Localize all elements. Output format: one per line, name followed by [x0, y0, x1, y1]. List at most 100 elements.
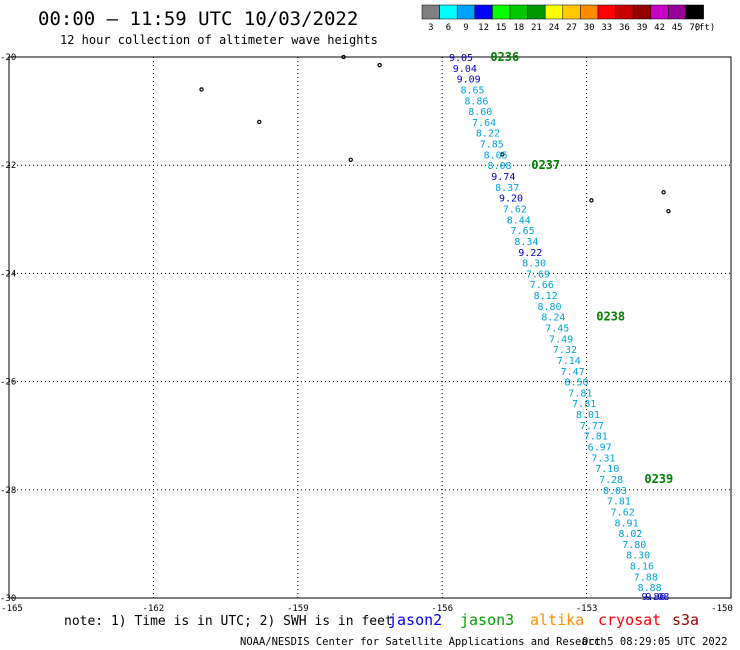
swh-value-label: 8.86 [464, 96, 488, 107]
pass-time-label: 0236 [490, 50, 519, 64]
swh-value-label: 9.09 [457, 75, 481, 86]
legend-swatch [685, 4, 704, 20]
map-gridlines [9, 57, 731, 598]
swh-value-label: 8.22 [476, 129, 500, 140]
legend-label: 42 [654, 23, 665, 33]
island-marker [377, 62, 382, 68]
island-marker [199, 87, 204, 92]
latitude-tick-label: -26 [0, 378, 16, 388]
swh-value-label: 7.80 [622, 540, 646, 551]
swh-value-label: 8.03 [603, 486, 627, 497]
satellite-legend-item: jason3 [460, 611, 514, 629]
swh-value-label: 7.65 [511, 226, 535, 237]
latitude-tick-label: -30 [0, 594, 16, 604]
longitude-tick-label: -162 [143, 604, 165, 614]
swh-value-label: 9.08 [645, 592, 669, 603]
swh-value-label: 8.08 [487, 161, 511, 172]
longitude-tick-label: -153 [576, 604, 598, 614]
legend-label: 30 [584, 23, 595, 33]
swh-value-label: 9.05 [449, 53, 473, 64]
swh-value-label: 8.30 [626, 551, 650, 562]
island-marker [341, 54, 346, 60]
legend-swatch [615, 4, 634, 20]
longitude-tick-label: -165 [1, 604, 23, 614]
legend-swatch [492, 4, 511, 20]
longitude-tick-label: -156 [431, 604, 453, 614]
figure-title: 00:00 – 11:59 UTC 10/03/2022 [38, 8, 358, 30]
swh-value-label: 7.62 [503, 204, 527, 215]
legend-label: 3 [428, 23, 433, 33]
legend-label: 36 [619, 23, 630, 33]
swh-value-label: 6.97 [588, 443, 612, 454]
legend-swatch [597, 4, 616, 20]
satellite-legend-item: cryosat [598, 611, 661, 629]
legend-label: 6 [446, 23, 451, 33]
swh-value-label: 8.44 [507, 215, 531, 226]
satellite-legend-item: jason2 [388, 611, 442, 629]
swh-value-label: 7.81 [607, 497, 631, 508]
legend-swatch [580, 4, 599, 20]
legend-label: 9 [463, 23, 468, 33]
swh-value-label: 7.81 [584, 432, 608, 443]
swh-value-label: 8.01 [576, 410, 600, 421]
footer-credit: NOAA/NESDIS Center for Satellite Applica… [240, 636, 607, 648]
swh-value-label: 8.05 [484, 150, 508, 161]
swh-value-label: 7.85 [480, 140, 504, 151]
swh-value-label: 8.80 [538, 302, 562, 313]
footer-note: note: 1) Time is in UTC; 2) SWH is in fe… [64, 614, 393, 629]
swh-value-label: 7.62 [611, 507, 635, 518]
satellite-legend-item: s3a [672, 611, 699, 629]
legend-label: 15 [496, 23, 507, 33]
swh-value-label: 8.50 [564, 378, 588, 389]
swh-value-label: 8.34 [514, 237, 538, 248]
swh-value-label: 8.65 [460, 85, 484, 96]
legend-swatch [421, 4, 440, 20]
legend-swatch [456, 4, 476, 20]
island-marker [257, 119, 262, 125]
swh-value-label: 7.77 [580, 421, 604, 432]
color-legend: 3 6 9 12 15 18 21 24 27 30 33 36 39 42 45 70(ft) [421, 4, 715, 33]
legend-swatch [474, 4, 493, 20]
swh-value-label: 8.24 [541, 313, 565, 324]
satellite-legend: jason2 jason3 altika cryosat s3a [388, 611, 699, 629]
legend-swatch [562, 4, 581, 20]
legend-swatch [650, 4, 669, 20]
pass-time-label: 0238 [596, 310, 625, 324]
legend-label: 27 [566, 23, 577, 33]
legend-swatch [668, 4, 687, 20]
swh-value-label: 8.60 [468, 107, 492, 118]
satellite-legend-item: altika [530, 611, 584, 629]
swh-value-label: 7.64 [472, 118, 496, 129]
legend-swatch [439, 4, 458, 20]
swh-value-label: 7.45 [545, 324, 569, 335]
pass-time-label: 0239 [644, 472, 673, 486]
islands-layer [199, 54, 671, 214]
swh-value-label: 7.66 [530, 280, 554, 291]
latitude-tick-label: -20 [0, 53, 16, 63]
swh-value-label: 8.30 [522, 259, 546, 270]
swh-value-label: 7.28 [599, 475, 623, 486]
figure-subtitle: 12 hour collection of altimeter wave hei… [60, 33, 378, 47]
legend-label: 33 [601, 23, 612, 33]
swh-value-label: 7.47 [561, 367, 585, 378]
swh-value-label: 8.02 [618, 529, 642, 540]
legend-label: 18 [513, 23, 524, 33]
swh-value-label: 9.04 [453, 64, 477, 75]
legend-label: 21 [531, 23, 542, 33]
island-marker [500, 152, 505, 157]
swh-value-label: 7.31 [591, 453, 615, 464]
swh-value-label: 7.88 [634, 572, 658, 583]
swh-value-label: 9.74 [491, 172, 515, 183]
legend-swatch [527, 4, 546, 20]
swh-value-label: 9.20 [499, 194, 523, 205]
swh-value-label: 7.49 [549, 334, 573, 345]
longitude-tick-label: -150 [711, 604, 733, 614]
footer-timestamp: Oct 5 08:29:05 UTC 2022 [582, 636, 727, 648]
legend-swatch [509, 4, 528, 20]
island-marker [589, 198, 594, 203]
pass-time-label: 0237 [531, 158, 560, 172]
longitude-tick-label: -159 [287, 604, 309, 614]
swh-value-label: 9.22 [518, 248, 542, 259]
